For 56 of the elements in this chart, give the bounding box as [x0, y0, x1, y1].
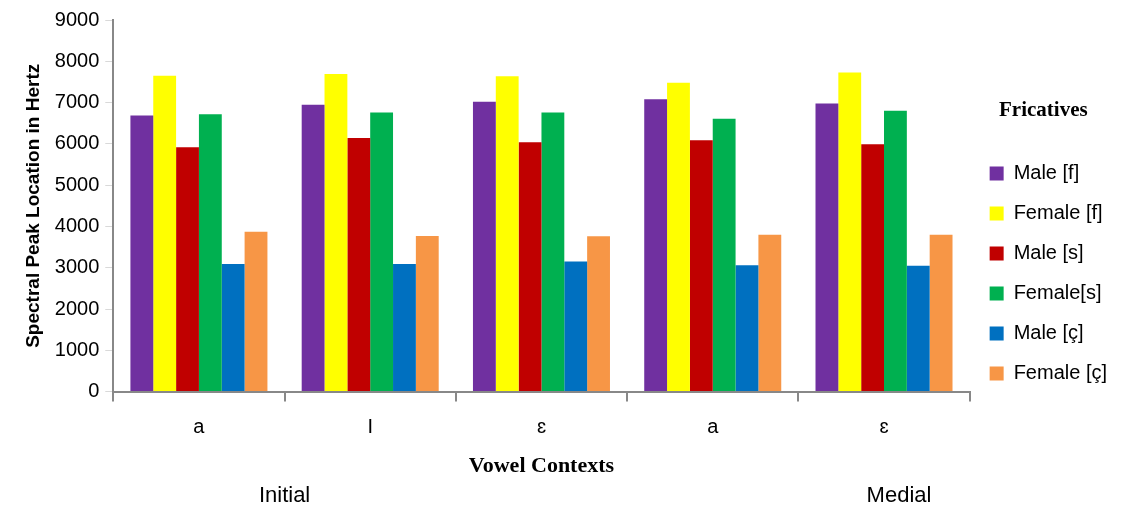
legend-label: Female [ç] [1013, 361, 1107, 384]
bar [176, 147, 199, 392]
bar [324, 74, 348, 392]
legend-label: Female [f] [1013, 201, 1103, 224]
bar [644, 99, 668, 392]
bar [735, 265, 759, 392]
legend-label: Female[s] [1013, 281, 1102, 304]
bar [838, 72, 862, 392]
x-tick-label: ɛ [536, 415, 547, 438]
x-axis-title: Vowel Contexts [468, 452, 615, 478]
bar [861, 144, 885, 392]
bar [758, 234, 782, 392]
legend-label: Male [f] [1013, 161, 1080, 184]
bar [564, 261, 588, 392]
bar [712, 118, 736, 392]
text: Medial [866, 482, 932, 507]
y-tick-label: 7000 [54, 90, 100, 113]
bar [906, 265, 930, 392]
bar [472, 101, 496, 392]
legend-label: Male [s] [1013, 241, 1084, 264]
bar [221, 264, 245, 392]
bar [518, 142, 542, 392]
bar [929, 234, 953, 392]
bar [244, 231, 268, 392]
bar [347, 138, 371, 392]
y-tick-label: 4000 [54, 213, 100, 236]
text: Initial [258, 482, 311, 507]
bar [884, 110, 907, 392]
bar [198, 114, 222, 392]
bar [415, 235, 439, 392]
x-tick-label: I [367, 415, 373, 438]
bar [587, 236, 610, 392]
y-tick-label: 8000 [54, 48, 100, 71]
y-tick-label: 1000 [54, 337, 100, 360]
y-tick-label: 0 [88, 379, 100, 402]
bar [301, 104, 325, 392]
bar [153, 75, 177, 392]
y-tick-label: 6000 [54, 131, 100, 154]
bar [495, 76, 519, 392]
x-tick-label: ɛ [879, 415, 889, 438]
bar [541, 112, 565, 392]
x-tick-label: a [707, 415, 720, 438]
bar [130, 115, 154, 392]
y-tick-label: 3000 [54, 255, 100, 278]
legend-label: Male [ç] [1013, 321, 1084, 344]
x-tick-label: a [193, 415, 206, 438]
y-tick-label: 2000 [54, 296, 100, 319]
bar [667, 82, 690, 392]
legend-title: Fricatives [999, 97, 1088, 122]
bar [370, 112, 394, 392]
y-axis-title: Spectral Peak Location in Hertz [21, 63, 43, 348]
bar [393, 264, 416, 392]
y-tick-label: 9000 [54, 7, 100, 30]
y-tick-label: 5000 [54, 172, 100, 195]
bar [689, 140, 713, 392]
bar [815, 103, 839, 392]
